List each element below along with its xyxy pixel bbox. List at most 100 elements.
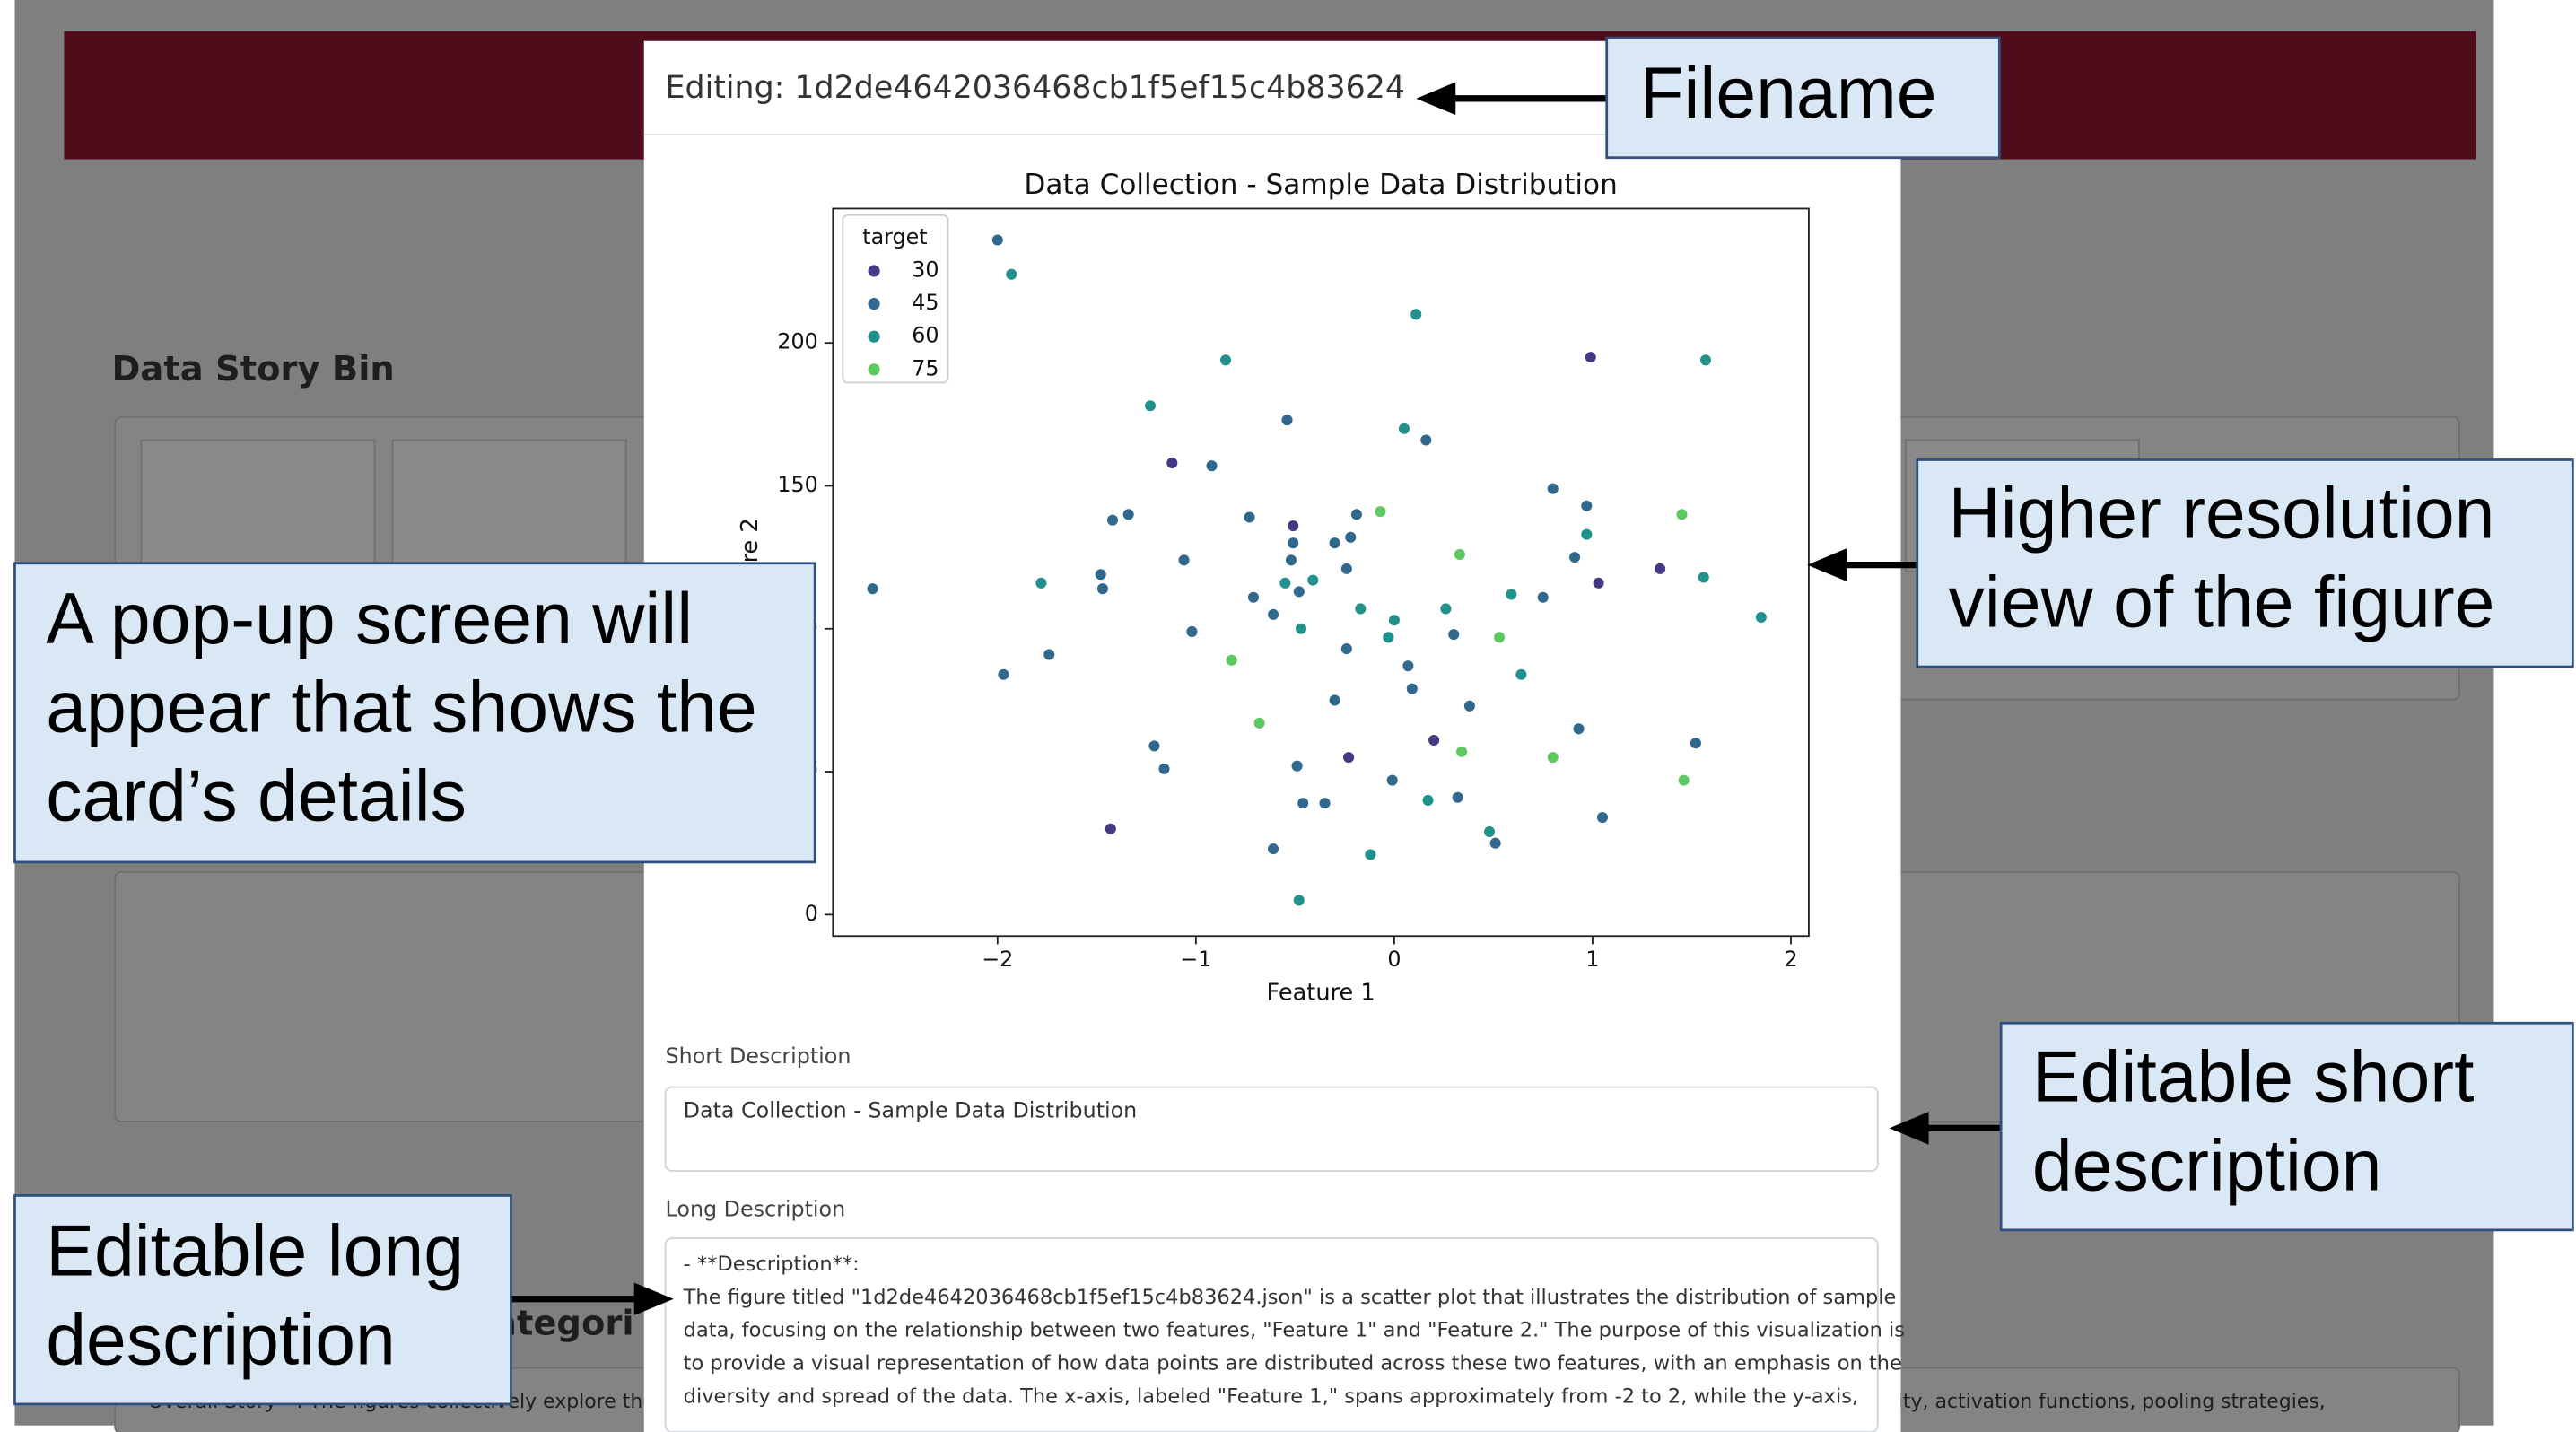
data-point <box>1287 519 1300 533</box>
arrow-head <box>1807 548 1847 581</box>
data-point <box>1447 628 1461 642</box>
data-point <box>1225 653 1238 667</box>
data-point <box>1005 267 1018 281</box>
data-point <box>1035 576 1048 589</box>
data-point <box>1374 505 1387 519</box>
data-point <box>1405 682 1419 695</box>
modal-title: Editing: 1d2de4642036468cb1f5ef15c4b8362… <box>666 70 1405 106</box>
data-point <box>1546 482 1559 495</box>
data-point <box>1205 459 1218 473</box>
legend-box <box>842 214 949 384</box>
data-point <box>1349 508 1364 521</box>
callout-box <box>1605 36 2001 160</box>
arrow-head <box>1416 82 1456 116</box>
data-point <box>1453 547 1467 562</box>
y-tick-label: 0 <box>805 901 818 926</box>
data-point <box>1340 562 1353 576</box>
callout-text: view of the figure <box>1949 562 2495 642</box>
data-point <box>1584 350 1597 364</box>
data-point <box>1287 537 1300 550</box>
thumbnail <box>140 439 376 572</box>
callout-text: Editable long <box>46 1210 464 1291</box>
data-point <box>997 668 1010 681</box>
x-axis-label: Feature 1 <box>1266 979 1375 1006</box>
legend-entry: 60 <box>912 323 939 348</box>
legend-marker <box>868 265 880 277</box>
data-point <box>1292 894 1305 907</box>
data-point <box>1094 568 1107 581</box>
legend-entry: 30 <box>912 257 939 282</box>
data-point <box>1266 607 1280 621</box>
x-tick-label: −2 <box>982 947 1013 972</box>
data-point <box>1454 745 1469 758</box>
data-point <box>1279 576 1292 589</box>
data-point <box>1297 796 1310 810</box>
data-point <box>1653 562 1667 576</box>
thumbnail <box>391 439 627 572</box>
data-point <box>1580 528 1594 541</box>
callout-text: appear that shows the <box>46 668 757 748</box>
data-point <box>1689 737 1703 750</box>
data-point <box>1419 433 1433 447</box>
data-point <box>1697 571 1710 584</box>
data-point <box>1290 759 1304 773</box>
plot-frame <box>832 207 1810 938</box>
data-point <box>1246 590 1261 604</box>
data-point <box>1567 550 1582 564</box>
chart-title: Data Collection - Sample Data Distributi… <box>1024 169 1617 201</box>
data-point <box>1595 810 1610 825</box>
legend-marker <box>868 298 880 310</box>
legend-title: target <box>862 224 927 249</box>
short-description-text: Data Collection - Sample Data Distributi… <box>684 1098 1138 1123</box>
data-point <box>1427 733 1441 747</box>
data-point <box>1292 585 1305 598</box>
arrow-head <box>633 1282 674 1316</box>
data-point <box>991 233 1004 247</box>
data-point <box>1489 836 1502 850</box>
long-description-line: - **Description**: <box>684 1253 860 1276</box>
callout-text: Editable short <box>2032 1036 2475 1117</box>
data-point <box>1546 750 1559 764</box>
long-description-text: - **Description**: The figure titled "1d2… <box>683 1253 1905 1409</box>
data-point <box>1340 642 1353 656</box>
x-tick-label: 0 <box>1387 947 1401 972</box>
long-description-input[interactable] <box>664 1237 1879 1432</box>
long-description-line: to provide a visual representation of ho… <box>684 1352 1902 1375</box>
legend-marker <box>868 363 880 376</box>
short-description-input[interactable] <box>664 1086 1879 1172</box>
long-description-line: diversity and spread of the data. The x-… <box>684 1385 1858 1409</box>
data-point <box>1306 573 1320 587</box>
data-point <box>1382 631 1395 644</box>
data-point <box>1341 750 1356 764</box>
x-tick-label: 2 <box>1784 947 1797 972</box>
callout-text: description <box>46 1299 396 1380</box>
data-point <box>1043 648 1056 661</box>
data-point <box>1463 699 1477 712</box>
data-point <box>1580 499 1594 512</box>
long-description-line: The figure titled "1d2de4642036468cb1f5e… <box>683 1286 1897 1309</box>
arrow-head <box>1889 1112 1929 1145</box>
long-description-line: data, focusing on the relationship betwe… <box>684 1319 1905 1342</box>
data-point <box>1143 399 1157 413</box>
legend-entry: 45 <box>912 290 939 315</box>
callout-text: Filename <box>1639 53 1936 134</box>
data-point <box>1243 511 1256 524</box>
data-point <box>1675 508 1689 521</box>
y-tick-label: 150 <box>777 472 817 497</box>
data-point <box>1354 602 1367 616</box>
data-point <box>1104 822 1117 835</box>
data-point <box>1148 739 1161 753</box>
data-point <box>1397 422 1411 435</box>
data-point <box>1402 659 1415 673</box>
data-point <box>1482 825 1497 839</box>
callout-text: description <box>2032 1125 2382 1206</box>
y-tick-label: 200 <box>777 329 817 354</box>
data-point <box>1364 848 1377 861</box>
data-point <box>1177 554 1191 567</box>
data-point <box>1385 773 1399 787</box>
callout-text: card’s details <box>46 755 467 836</box>
data-point <box>1105 513 1120 527</box>
data-point <box>1421 793 1435 808</box>
section-title: Data Story Bin <box>112 349 395 389</box>
data-point <box>1536 590 1550 604</box>
